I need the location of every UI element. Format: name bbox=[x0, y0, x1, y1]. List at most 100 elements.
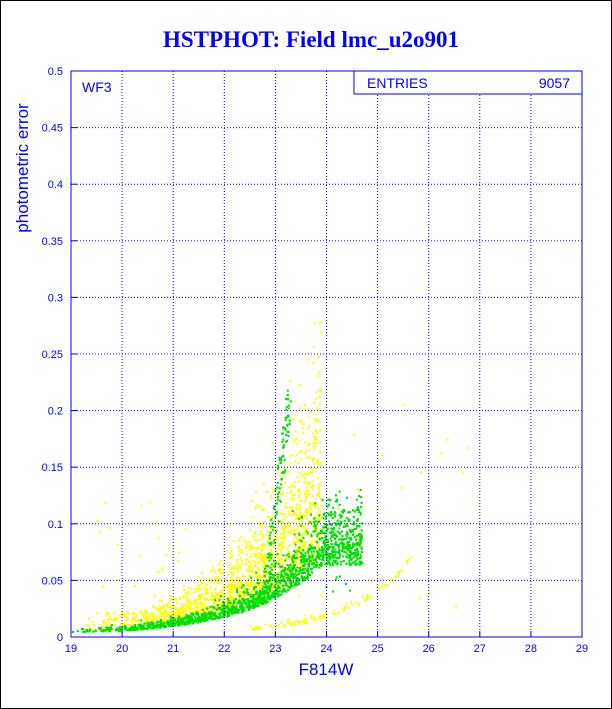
yellow-point bbox=[161, 613, 164, 616]
yellow-point bbox=[266, 559, 269, 562]
yellow-point bbox=[238, 554, 241, 557]
green-point bbox=[294, 543, 297, 546]
yellow-point bbox=[308, 472, 311, 475]
yellow-point bbox=[314, 531, 317, 534]
green-point bbox=[339, 520, 342, 523]
green-point bbox=[329, 499, 332, 502]
yellow-point bbox=[201, 523, 204, 526]
green-point bbox=[156, 624, 159, 627]
green-point bbox=[350, 557, 353, 560]
green-point bbox=[294, 582, 297, 585]
yellow-point bbox=[213, 606, 216, 609]
yellow-point bbox=[284, 555, 287, 558]
green-point bbox=[324, 550, 327, 553]
yellow-point bbox=[246, 593, 249, 596]
yellow-point bbox=[319, 461, 322, 464]
yellow-point bbox=[260, 555, 263, 558]
yellow-point bbox=[317, 513, 320, 516]
green-point bbox=[307, 570, 310, 573]
green-point bbox=[350, 551, 353, 554]
green-point bbox=[222, 608, 225, 611]
yellow-point bbox=[158, 608, 161, 611]
yellow-point bbox=[311, 545, 314, 548]
yellow-point bbox=[306, 524, 309, 527]
y-tick-label: 0.5 bbox=[48, 66, 63, 78]
yellow-point bbox=[428, 592, 431, 595]
yellow-point bbox=[113, 612, 116, 615]
green-point bbox=[290, 570, 293, 573]
yellow-point bbox=[399, 570, 402, 573]
yellow-point bbox=[306, 456, 309, 459]
yellow-point bbox=[168, 547, 171, 550]
green-point bbox=[196, 611, 199, 614]
green-point bbox=[356, 506, 359, 509]
y-tick-label: 0.45 bbox=[42, 123, 63, 135]
yellow-point bbox=[268, 557, 271, 560]
yellow-point bbox=[154, 617, 157, 620]
green-point bbox=[201, 614, 204, 617]
yellow-point bbox=[299, 439, 302, 442]
yellow-point bbox=[227, 543, 230, 546]
yellow-point bbox=[249, 625, 252, 628]
yellow-point bbox=[265, 558, 268, 561]
yellow-point bbox=[292, 513, 295, 516]
green-point bbox=[352, 543, 355, 546]
yellow-point bbox=[377, 587, 380, 590]
yellow-point bbox=[217, 611, 220, 614]
yellow-point bbox=[178, 551, 181, 554]
green-point bbox=[326, 557, 329, 560]
yellow-point bbox=[176, 609, 179, 612]
green-point bbox=[272, 559, 275, 562]
green-point bbox=[232, 601, 235, 604]
yellow-point bbox=[297, 490, 300, 493]
green-point bbox=[338, 522, 341, 525]
green-point bbox=[279, 457, 282, 460]
yellow-point bbox=[284, 530, 287, 533]
yellow-point bbox=[204, 598, 207, 601]
green-point bbox=[285, 577, 288, 580]
green-point bbox=[245, 603, 248, 606]
yellow-point bbox=[292, 497, 295, 500]
yellow-point bbox=[226, 574, 229, 577]
green-point bbox=[314, 547, 317, 550]
green-point bbox=[328, 513, 331, 516]
green-point bbox=[88, 630, 91, 633]
green-point bbox=[285, 554, 288, 557]
yellow-point bbox=[292, 529, 295, 532]
green-point bbox=[144, 622, 147, 625]
green-point bbox=[332, 557, 335, 560]
yellow-point bbox=[151, 619, 154, 622]
yellow-point bbox=[281, 546, 284, 549]
yellow-point bbox=[193, 607, 196, 610]
green-point bbox=[310, 562, 313, 565]
yellow-point bbox=[250, 580, 253, 583]
yellow-point bbox=[283, 522, 286, 525]
yellow-point bbox=[296, 442, 299, 445]
yellow-point bbox=[261, 595, 264, 598]
green-point bbox=[300, 552, 303, 555]
green-point bbox=[276, 588, 279, 591]
green-point bbox=[324, 562, 327, 565]
green-point bbox=[285, 397, 288, 400]
stats-box: ENTRIES 9057 bbox=[353, 70, 583, 95]
green-point bbox=[289, 585, 292, 588]
yellow-point bbox=[307, 358, 310, 361]
green-point bbox=[180, 619, 183, 622]
yellow-point bbox=[261, 542, 264, 545]
green-point bbox=[347, 517, 350, 520]
green-point bbox=[145, 627, 148, 630]
yellow-point bbox=[169, 611, 172, 614]
yellow-point bbox=[288, 485, 291, 488]
green-point bbox=[246, 604, 249, 607]
green-point bbox=[266, 564, 269, 567]
yellow-point bbox=[159, 599, 162, 602]
green-point bbox=[228, 608, 231, 611]
green-point bbox=[293, 576, 296, 579]
green-point bbox=[307, 574, 310, 577]
yellow-point bbox=[282, 563, 285, 566]
yellow-point bbox=[319, 321, 322, 324]
yellow-point bbox=[247, 560, 250, 563]
yellow-point bbox=[249, 560, 252, 563]
yellow-point bbox=[304, 530, 307, 533]
yellow-point bbox=[113, 624, 116, 627]
